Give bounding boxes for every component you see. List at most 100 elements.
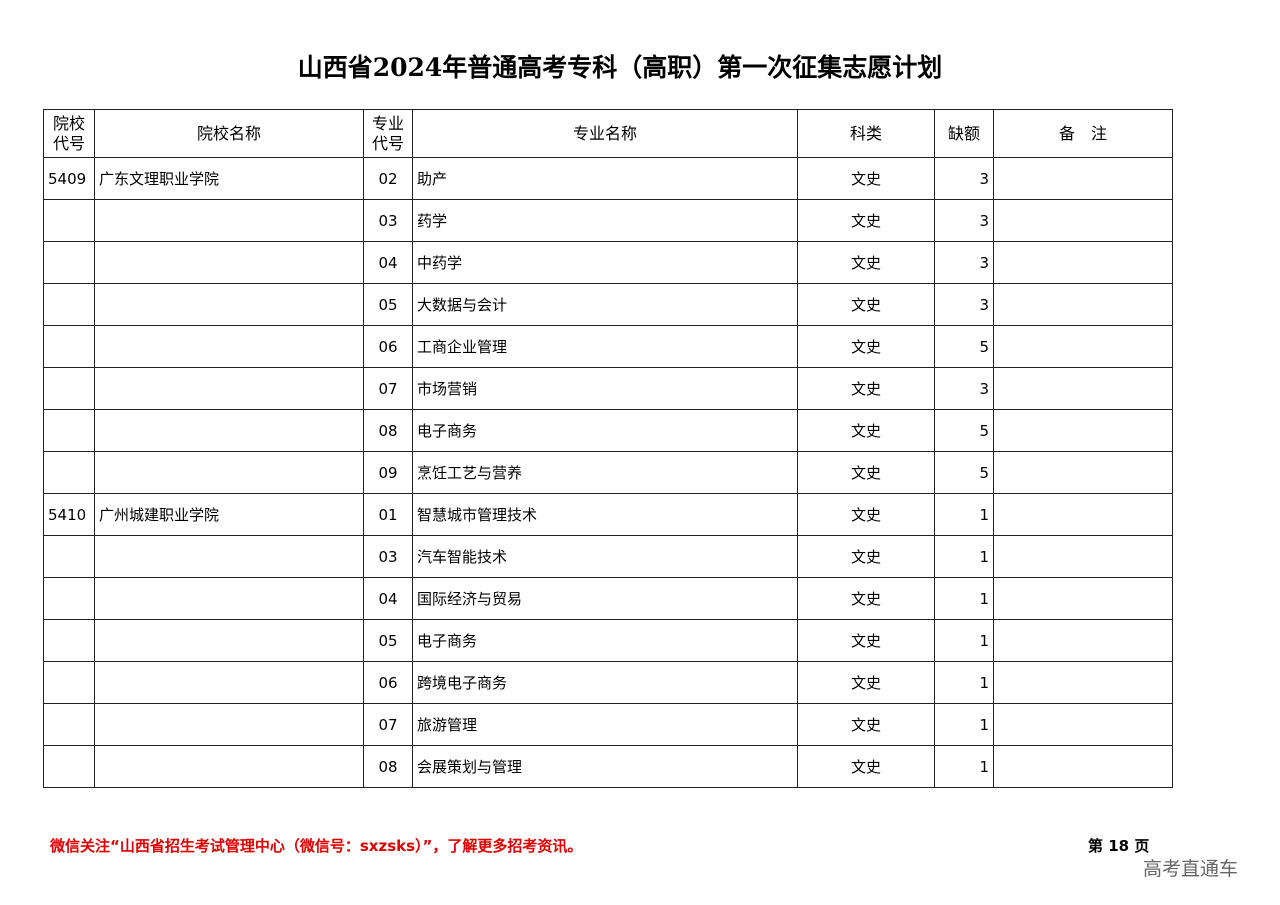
note-cell bbox=[993, 283, 1173, 326]
note-cell bbox=[993, 535, 1173, 578]
table-cell: 中药学 bbox=[412, 241, 798, 284]
table-cell: 05 bbox=[363, 283, 413, 326]
table-cell bbox=[94, 451, 364, 494]
table-cell: 07 bbox=[363, 703, 413, 746]
note-cell bbox=[993, 619, 1173, 662]
header-row: 院校代号 院校名称 专业代号 专业名称 科类 缺额备 注 bbox=[43, 109, 1173, 158]
table-cell: 1 bbox=[934, 535, 994, 578]
table-cell bbox=[43, 325, 95, 368]
note-cell bbox=[993, 745, 1173, 788]
table-cell: 大数据与会计 bbox=[412, 283, 798, 326]
table-cell bbox=[94, 325, 364, 368]
table-row: 05 大数据与会计 文史 3 bbox=[43, 283, 1173, 326]
table-cell: 3 bbox=[934, 157, 994, 200]
table-cell: 5 bbox=[934, 451, 994, 494]
table-cell bbox=[94, 619, 364, 662]
table-cell: 电子商务 bbox=[412, 409, 798, 452]
table-row: 07 市场营销 文史 3 bbox=[43, 367, 1173, 410]
table-row: 08 电子商务 文史 5 bbox=[43, 409, 1173, 452]
table-cell: 文史 bbox=[797, 619, 935, 662]
table-cell: 文史 bbox=[797, 241, 935, 284]
note-cell bbox=[993, 157, 1173, 200]
table-cell bbox=[43, 661, 95, 704]
column-header: 缺额 bbox=[934, 109, 994, 158]
table-cell: 文史 bbox=[797, 409, 935, 452]
table-cell: 04 bbox=[363, 577, 413, 620]
table-cell: 文史 bbox=[797, 745, 935, 788]
table-row: 5409 广东文理职业学院 02 助产 文史 3 bbox=[43, 157, 1173, 200]
table-cell: 汽车智能技术 bbox=[412, 535, 798, 578]
table-row: 04 中药学 文史 3 bbox=[43, 241, 1173, 284]
table-cell bbox=[43, 619, 95, 662]
table-cell bbox=[94, 241, 364, 284]
table-row: 04 国际经济与贸易 文史 1 bbox=[43, 577, 1173, 620]
table-cell: 1 bbox=[934, 703, 994, 746]
table-cell: 03 bbox=[363, 535, 413, 578]
table-row: 07 旅游管理 文史 1 bbox=[43, 703, 1173, 746]
table-cell: 05 bbox=[363, 619, 413, 662]
table-cell bbox=[94, 661, 364, 704]
table-cell: 文史 bbox=[797, 325, 935, 368]
table-cell bbox=[94, 745, 364, 788]
table-cell: 5410 bbox=[43, 493, 95, 536]
page-number: 第 18 页 bbox=[1088, 837, 1150, 855]
table-cell: 文史 bbox=[797, 451, 935, 494]
note-cell bbox=[993, 241, 1173, 284]
table-row: 09 烹饪工艺与营养 文史 5 bbox=[43, 451, 1173, 494]
table-cell bbox=[43, 577, 95, 620]
table-body: 5409 广东文理职业学院 02 助产 文史 3 03 药学 文史 3 04 中药学 文史 3 05 大数据与… bbox=[43, 157, 1173, 788]
table-cell: 烹饪工艺与营养 bbox=[412, 451, 798, 494]
table-cell: 药学 bbox=[412, 199, 798, 242]
note-cell bbox=[993, 703, 1173, 746]
table-cell bbox=[43, 199, 95, 242]
table-cell: 02 bbox=[363, 157, 413, 200]
table-cell: 文史 bbox=[797, 157, 935, 200]
table-cell: 跨境电子商务 bbox=[412, 661, 798, 704]
plan-table: 院校代号 院校名称 专业代号 专业名称 科类 缺额备 注 5409 广东文理职业学院 02 助产… bbox=[43, 109, 1173, 788]
table-cell: 03 bbox=[363, 199, 413, 242]
column-header: 院校代号 bbox=[43, 109, 95, 158]
column-header: 院校名称 bbox=[94, 109, 364, 158]
column-header: 专业代号 bbox=[363, 109, 413, 158]
table-cell: 5 bbox=[934, 409, 994, 452]
table-cell: 文史 bbox=[797, 367, 935, 410]
table-cell: 市场营销 bbox=[412, 367, 798, 410]
table-row: 06 跨境电子商务 文史 1 bbox=[43, 661, 1173, 704]
footer-notice: 微信关注“山西省招生考试管理中心（微信号：sxzsks）”，了解更多招考资讯。 bbox=[50, 837, 583, 855]
table-cell: 04 bbox=[363, 241, 413, 284]
table-cell: 06 bbox=[363, 325, 413, 368]
table-cell bbox=[94, 283, 364, 326]
table-cell: 文史 bbox=[797, 661, 935, 704]
table-cell: 09 bbox=[363, 451, 413, 494]
table-cell: 文史 bbox=[797, 283, 935, 326]
table-cell: 08 bbox=[363, 409, 413, 452]
table-cell: 工商企业管理 bbox=[412, 325, 798, 368]
table-cell bbox=[43, 241, 95, 284]
table-cell bbox=[43, 703, 95, 746]
table-cell bbox=[94, 535, 364, 578]
table-cell: 文史 bbox=[797, 493, 935, 536]
table-cell bbox=[94, 703, 364, 746]
note-cell bbox=[993, 409, 1173, 452]
table-cell bbox=[43, 451, 95, 494]
table-row: 5410 广州城建职业学院 01 智慧城市管理技术 文史 1 bbox=[43, 493, 1173, 536]
table-row: 03 汽车智能技术 文史 1 bbox=[43, 535, 1173, 578]
note-cell bbox=[993, 367, 1173, 410]
note-cell bbox=[993, 325, 1173, 368]
table-cell: 07 bbox=[363, 367, 413, 410]
table-cell: 3 bbox=[934, 241, 994, 284]
table-cell: 08 bbox=[363, 745, 413, 788]
table-cell: 3 bbox=[934, 367, 994, 410]
table-cell: 智慧城市管理技术 bbox=[412, 493, 798, 536]
table-cell: 电子商务 bbox=[412, 619, 798, 662]
table-cell: 1 bbox=[934, 619, 994, 662]
table-cell bbox=[43, 367, 95, 410]
table-row: 06 工商企业管理 文史 5 bbox=[43, 325, 1173, 368]
table-cell: 文史 bbox=[797, 703, 935, 746]
table-cell bbox=[43, 409, 95, 452]
column-header: 备 注 bbox=[993, 109, 1173, 158]
table-cell: 5 bbox=[934, 325, 994, 368]
table-cell: 旅游管理 bbox=[412, 703, 798, 746]
table-cell: 助产 bbox=[412, 157, 798, 200]
